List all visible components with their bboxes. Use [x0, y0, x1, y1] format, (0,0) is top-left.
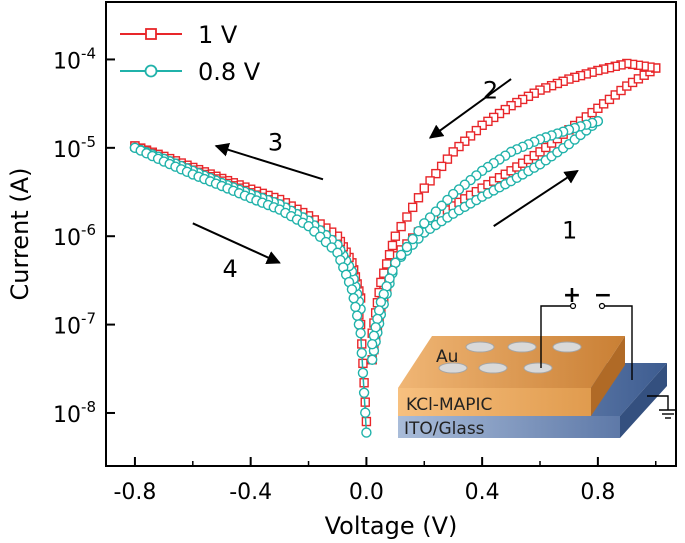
y-tick-label: 10-8	[53, 398, 96, 428]
au-dot	[507, 341, 537, 353]
legend-label-1v: 1 V	[198, 21, 238, 49]
au-dot	[465, 341, 495, 353]
x-tick-label: -0.8	[113, 480, 156, 505]
data-point	[353, 319, 365, 330]
plot-frame	[105, 1, 677, 467]
data-point	[407, 233, 418, 245]
x-axis-ticks: -0.8 -0.4 0.0 0.4 0.8	[113, 457, 657, 505]
data-point	[346, 284, 358, 295]
data-point	[375, 296, 387, 308]
direction-label: 3	[268, 129, 283, 157]
label-au: Au	[436, 347, 458, 367]
data-point	[395, 249, 407, 261]
ground-wire	[647, 395, 669, 410]
data-point	[442, 154, 453, 164]
direction-arrow	[428, 78, 512, 139]
wire-negative	[604, 305, 633, 380]
data-point	[413, 225, 424, 237]
data-point	[366, 338, 378, 350]
ito-glass-side	[620, 363, 667, 438]
legend-label-0.8v: 0.8 V	[198, 58, 261, 86]
data-point	[465, 131, 476, 141]
series-layer	[129, 58, 661, 438]
x-tick-label: 0.0	[349, 480, 384, 505]
polarity-plus: +	[563, 283, 581, 308]
kcl-mapic-front	[398, 388, 591, 416]
au-electrodes	[438, 341, 582, 374]
y-tick-label: 10-5	[53, 133, 96, 163]
data-point	[390, 231, 401, 241]
data-point	[348, 292, 359, 304]
data-point	[361, 427, 372, 438]
data-point	[401, 241, 413, 253]
direction-arrow	[192, 222, 281, 264]
data-point	[373, 305, 385, 316]
data-point	[356, 347, 367, 359]
data-point	[419, 218, 430, 229]
data-point	[408, 202, 418, 213]
data-point	[454, 141, 464, 152]
data-point	[425, 176, 435, 186]
data-point	[448, 147, 458, 157]
data-point	[370, 322, 381, 333]
data-point	[355, 327, 366, 339]
au-dot	[438, 362, 468, 374]
data-point	[413, 193, 424, 203]
data-point	[357, 367, 369, 379]
y-tick-label: 10-4	[53, 44, 96, 74]
data-point	[477, 120, 487, 130]
data-point	[384, 249, 395, 260]
data-point	[358, 387, 370, 399]
data-point	[350, 301, 361, 313]
direction-arrow	[214, 143, 324, 181]
direction-label: 1	[562, 216, 577, 244]
y-tick-label: 10-7	[53, 310, 96, 340]
direction-arrow	[493, 169, 579, 227]
data-point	[351, 310, 363, 321]
y-axis-label: Current (A)	[6, 168, 34, 301]
y-axis-ticks: 10-8 10-7 10-6 10-5 10-4	[53, 44, 115, 428]
terminal-negative	[598, 302, 606, 310]
data-point	[431, 168, 441, 179]
x-axis-label: Voltage (V)	[325, 512, 458, 540]
data-point	[368, 330, 380, 341]
label-ito-glass: ITO/Glass	[404, 419, 485, 439]
x-tick-label: 0.8	[580, 480, 615, 505]
au-dot	[478, 362, 508, 374]
au-dot	[552, 341, 582, 353]
y-tick-label: 10-6	[53, 221, 96, 251]
legend-marker-0.8v	[144, 64, 158, 78]
legend-marker-1v	[145, 28, 157, 40]
data-point	[460, 136, 470, 146]
data-point	[372, 313, 383, 325]
label-kcl-mapic: KCl-MAPIC	[406, 395, 492, 415]
legend: 1 V 0.8 V	[120, 21, 261, 86]
data-point	[396, 221, 406, 232]
direction-label: 4	[223, 255, 238, 283]
x-tick-label: -0.4	[229, 480, 272, 505]
ito-glass-front	[398, 416, 620, 438]
wire-positive	[540, 305, 571, 368]
data-point	[360, 407, 371, 418]
kcl-mapic-side	[591, 336, 625, 416]
polarity-minus: −	[594, 283, 612, 308]
data-point	[366, 354, 378, 365]
data-point	[419, 183, 429, 193]
data-point	[387, 240, 398, 251]
direction-arrows: 1 2 3 4	[192, 76, 579, 283]
terminal-positive	[569, 302, 577, 310]
series-0.8v	[129, 116, 604, 438]
data-point	[436, 161, 447, 172]
data-point	[402, 212, 412, 222]
x-tick-label: 0.4	[465, 480, 500, 505]
data-point	[471, 125, 482, 136]
device-schematic-inset: + − Au KCl-MAPIC ITO/Glass	[398, 283, 677, 439]
direction-label: 2	[483, 76, 498, 104]
au-dot	[523, 362, 553, 374]
